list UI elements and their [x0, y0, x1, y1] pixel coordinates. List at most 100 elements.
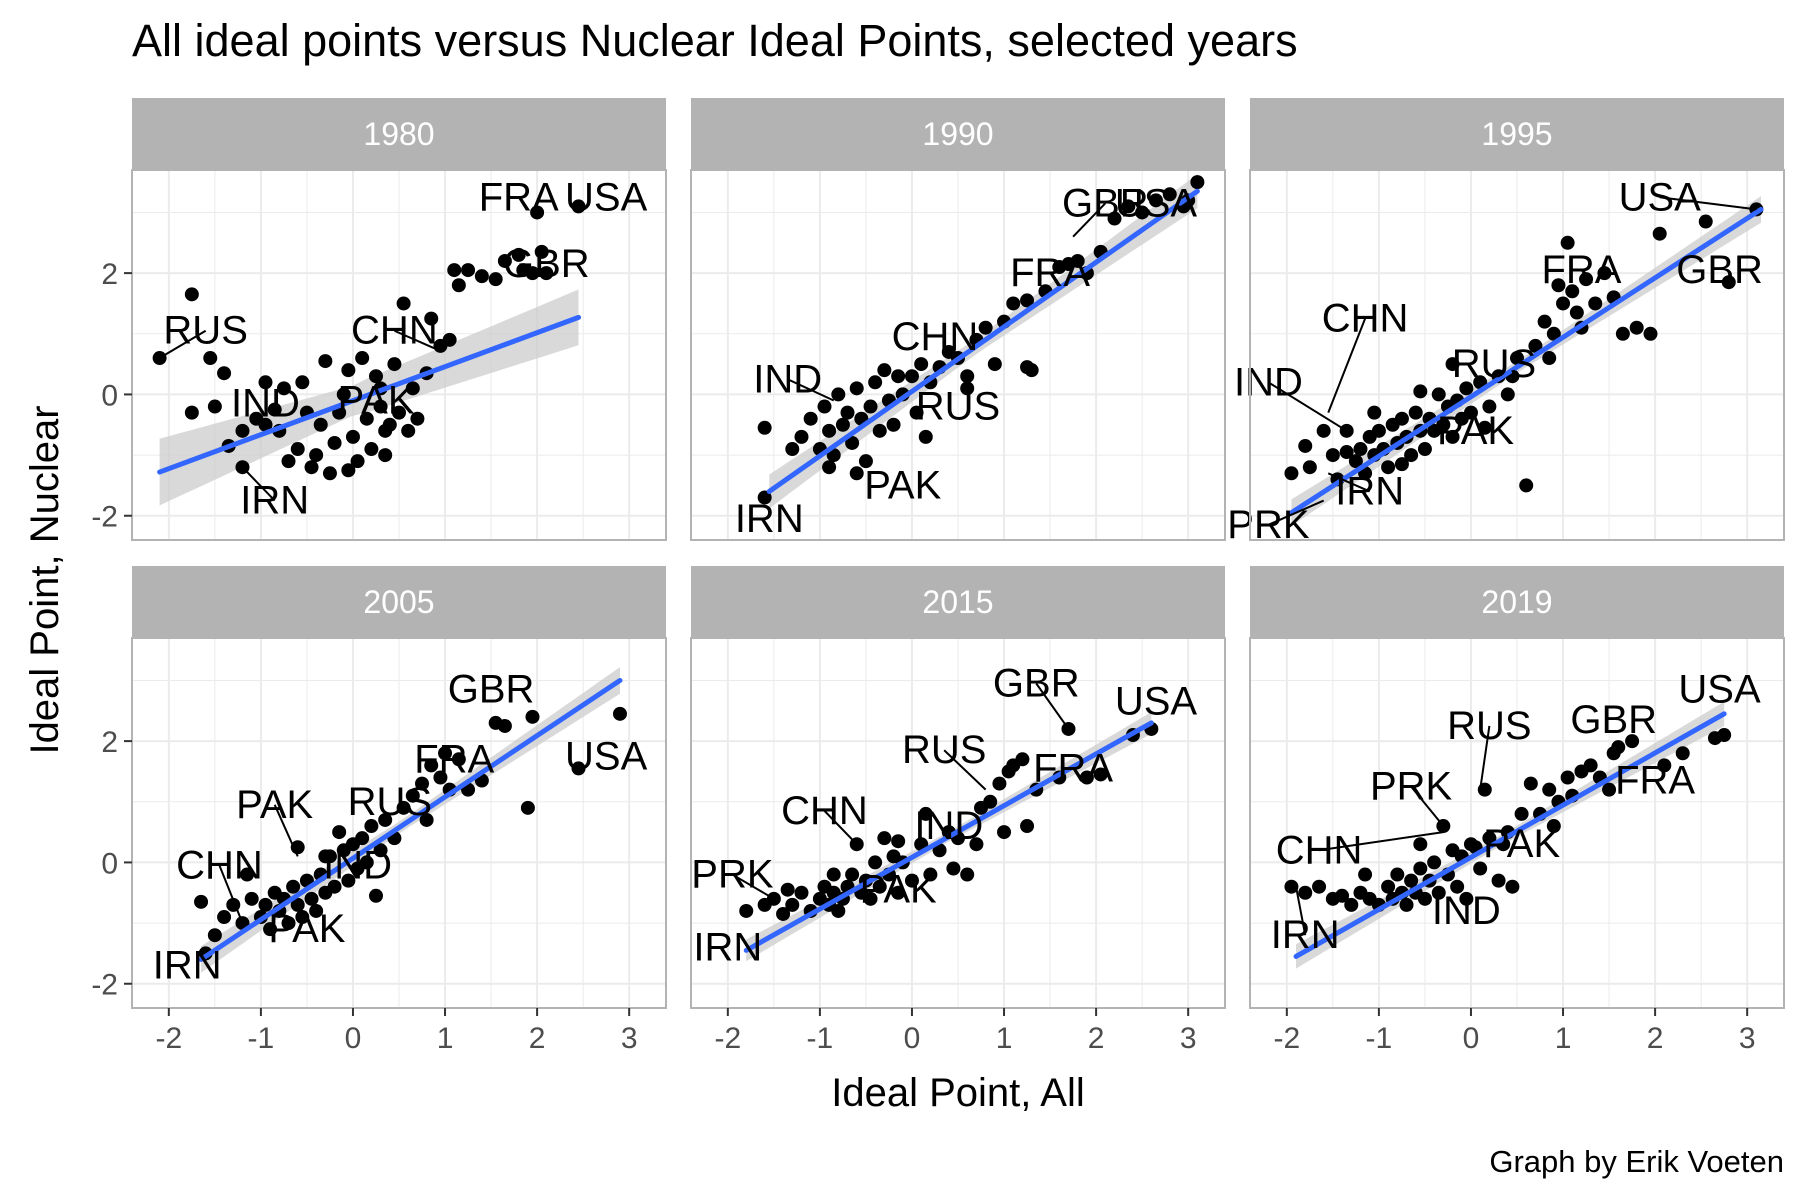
country-label-pak: PAK — [1483, 822, 1560, 866]
x-tick-label: 2 — [1647, 1022, 1664, 1055]
data-point — [341, 873, 356, 888]
label-leader-line — [1072, 202, 1107, 238]
data-point — [1482, 831, 1497, 846]
panel-strip — [132, 566, 666, 638]
data-point — [822, 423, 837, 438]
data-point — [849, 466, 864, 481]
data-point — [1427, 855, 1442, 870]
data-point — [520, 800, 535, 815]
country-label-pak: PAK — [337, 378, 414, 422]
country-label-pak: PAK — [860, 868, 937, 912]
data-point — [286, 879, 301, 894]
data-point — [1135, 205, 1150, 220]
data-point — [1020, 360, 1035, 375]
data-point — [447, 263, 462, 278]
country-label-gbr: GBR — [1062, 181, 1149, 225]
data-point — [359, 411, 374, 426]
data-point — [1459, 381, 1474, 396]
panel-border — [131, 637, 667, 1009]
panel-2015: 2015 GBR USA RUS FRA CHN IND PRK PAK IRN -2 -1 0 1 2 3 — [690, 566, 1226, 1055]
data-point — [891, 369, 906, 384]
data-point — [1588, 296, 1603, 311]
data-point — [831, 387, 846, 402]
regression-line — [157, 314, 582, 475]
country-label-rus: RUS — [1447, 704, 1531, 748]
label-leader-line — [1410, 785, 1445, 827]
data-point — [373, 399, 388, 414]
data-point — [803, 411, 818, 426]
data-point — [960, 381, 975, 396]
country-label-chn: CHN — [351, 309, 438, 353]
country-label-irn: IRN — [693, 925, 762, 969]
data-point — [983, 794, 998, 809]
y-tick-label: 0 — [101, 379, 118, 412]
data-point — [1399, 897, 1414, 912]
panel-strip — [132, 98, 666, 170]
data-point — [1542, 351, 1557, 366]
data-point — [1542, 782, 1557, 797]
data-point — [534, 244, 549, 259]
data-point — [1413, 861, 1428, 876]
data-point — [1436, 417, 1451, 432]
regression-line — [743, 720, 1154, 953]
country-label-gbr: GBR — [1676, 248, 1763, 292]
data-point — [1107, 211, 1122, 226]
data-point — [909, 405, 924, 420]
data-point — [1408, 405, 1423, 420]
country-label-pak: PAK — [1437, 409, 1514, 453]
data-point — [327, 879, 342, 894]
country-label-gbr: GBR — [448, 668, 535, 712]
data-point — [345, 429, 360, 444]
data-point — [1284, 879, 1299, 894]
data-point — [1015, 752, 1030, 767]
data-point — [1190, 175, 1205, 190]
country-label-fra: FRA — [1615, 759, 1695, 803]
data-point — [355, 831, 370, 846]
country-label-irn: IRN — [1271, 913, 1340, 957]
data-point — [1381, 460, 1396, 475]
data-point — [1394, 411, 1409, 426]
data-point — [757, 490, 772, 505]
data-point — [1312, 879, 1327, 894]
country-label-fra: FRA — [479, 175, 559, 219]
country-label-prk: PRK — [1370, 765, 1453, 809]
data-point — [872, 879, 887, 894]
x-tick-label: -1 — [807, 1022, 834, 1055]
data-point — [235, 423, 250, 438]
country-label-fra: FRA — [414, 737, 494, 781]
panel-strip-label: 2019 — [1481, 584, 1552, 620]
data-point — [969, 837, 984, 852]
data-point — [1070, 253, 1085, 268]
data-point — [1316, 423, 1331, 438]
data-point — [1602, 782, 1617, 797]
data-point — [1413, 837, 1428, 852]
country-label-gbr: GBR — [1570, 698, 1657, 742]
data-point — [290, 442, 305, 457]
data-point — [318, 354, 333, 369]
x-tick-label: 1 — [1555, 1022, 1572, 1055]
country-label-rus: RUS — [1452, 342, 1536, 386]
country-label-ind: IND — [914, 804, 983, 848]
data-point — [530, 205, 545, 220]
data-point — [1643, 326, 1658, 341]
data-point — [914, 357, 929, 372]
data-point — [1652, 226, 1667, 241]
data-point — [987, 357, 1002, 372]
x-tick-label: 1 — [437, 1022, 454, 1055]
panel-1980: 1980 FRA USA GBR RUS CHN IND PAK IRN -2 0 2 — [91, 98, 667, 541]
data-point — [313, 417, 328, 432]
data-point — [290, 897, 305, 912]
data-point — [1579, 272, 1594, 287]
x-tick-label: 0 — [904, 1022, 921, 1055]
country-label-fra: FRA — [1541, 248, 1621, 292]
country-label-fra: FRA — [1033, 746, 1113, 790]
x-tick-label: 3 — [621, 1022, 638, 1055]
data-point — [794, 429, 809, 444]
data-point — [341, 363, 356, 378]
label-leader-line — [241, 466, 276, 502]
data-point — [1348, 454, 1363, 469]
country-label-usa: USA — [565, 175, 648, 219]
data-point — [396, 800, 411, 815]
data-point — [1551, 278, 1566, 293]
country-label-chn: CHN — [1322, 297, 1409, 341]
